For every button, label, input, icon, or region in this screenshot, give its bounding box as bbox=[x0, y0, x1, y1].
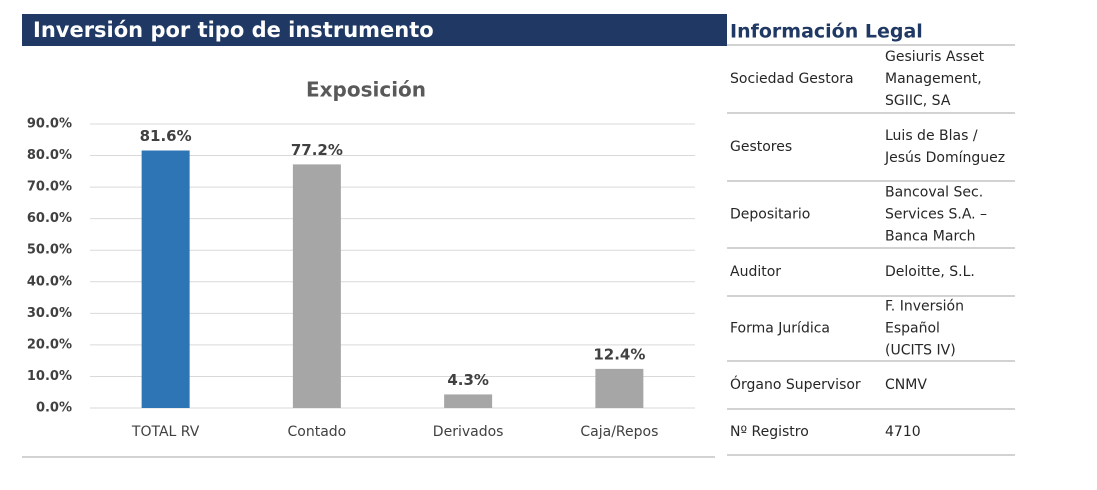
y-tick-label: 90.0% bbox=[27, 117, 72, 132]
y-tick-label: 30.0% bbox=[27, 306, 72, 321]
row-label: Gestores bbox=[730, 139, 792, 155]
bar bbox=[292, 164, 341, 408]
row-value: Deloitte, S.L. bbox=[885, 264, 975, 280]
x-tick-label: Contado bbox=[288, 424, 347, 440]
value-label: 77.2% bbox=[291, 141, 343, 159]
header-title: Inversión por tipo de instrumento bbox=[33, 18, 434, 42]
y-tick-label: 0.0% bbox=[36, 401, 72, 416]
legal-title: Información Legal bbox=[730, 21, 923, 43]
x-tick-label: Caja/Repos bbox=[580, 424, 658, 440]
bar bbox=[141, 150, 190, 409]
row-value: Luis de Blas / bbox=[885, 128, 978, 144]
row-value: F. Inversión bbox=[885, 299, 964, 315]
x-tick-label: TOTAL RV bbox=[131, 424, 200, 440]
value-label: 4.3% bbox=[447, 371, 489, 389]
value-label: 81.6% bbox=[140, 127, 192, 145]
row-label: Forma Jurídica bbox=[730, 321, 830, 337]
row-value: Management, bbox=[885, 71, 982, 87]
header-bar bbox=[22, 14, 727, 46]
row-value: SGIIC, SA bbox=[885, 93, 951, 109]
bar bbox=[444, 394, 493, 408]
row-value: 4710 bbox=[885, 424, 921, 440]
y-tick-label: 10.0% bbox=[27, 369, 72, 384]
row-value: Banca March bbox=[885, 229, 975, 245]
row-value: Gesiuris Asset bbox=[885, 49, 985, 65]
y-tick-label: 40.0% bbox=[27, 274, 72, 289]
row-label: Auditor bbox=[730, 264, 781, 280]
row-value: Jesús Domínguez bbox=[884, 150, 1005, 166]
row-value: (UCITS IV) bbox=[885, 343, 956, 359]
y-tick-label: 80.0% bbox=[27, 148, 72, 163]
x-tick-label: Derivados bbox=[433, 424, 504, 440]
chart-title: Exposición bbox=[306, 78, 426, 102]
row-label: Sociedad Gestora bbox=[730, 71, 854, 87]
y-tick-label: 70.0% bbox=[27, 180, 72, 195]
value-label: 12.4% bbox=[593, 345, 645, 363]
row-label: Órgano Supervisor bbox=[730, 375, 861, 393]
bar bbox=[595, 368, 644, 408]
row-value: Services S.A. – bbox=[885, 207, 987, 223]
y-tick-label: 50.0% bbox=[27, 243, 72, 258]
row-label: Depositario bbox=[730, 207, 810, 223]
row-value: CNMV bbox=[885, 377, 927, 393]
row-value: Bancoval Sec. bbox=[885, 185, 983, 201]
y-tick-label: 20.0% bbox=[27, 337, 72, 352]
row-label: Nº Registro bbox=[730, 424, 809, 440]
y-tick-label: 60.0% bbox=[27, 211, 72, 226]
row-value: Español bbox=[885, 321, 940, 337]
